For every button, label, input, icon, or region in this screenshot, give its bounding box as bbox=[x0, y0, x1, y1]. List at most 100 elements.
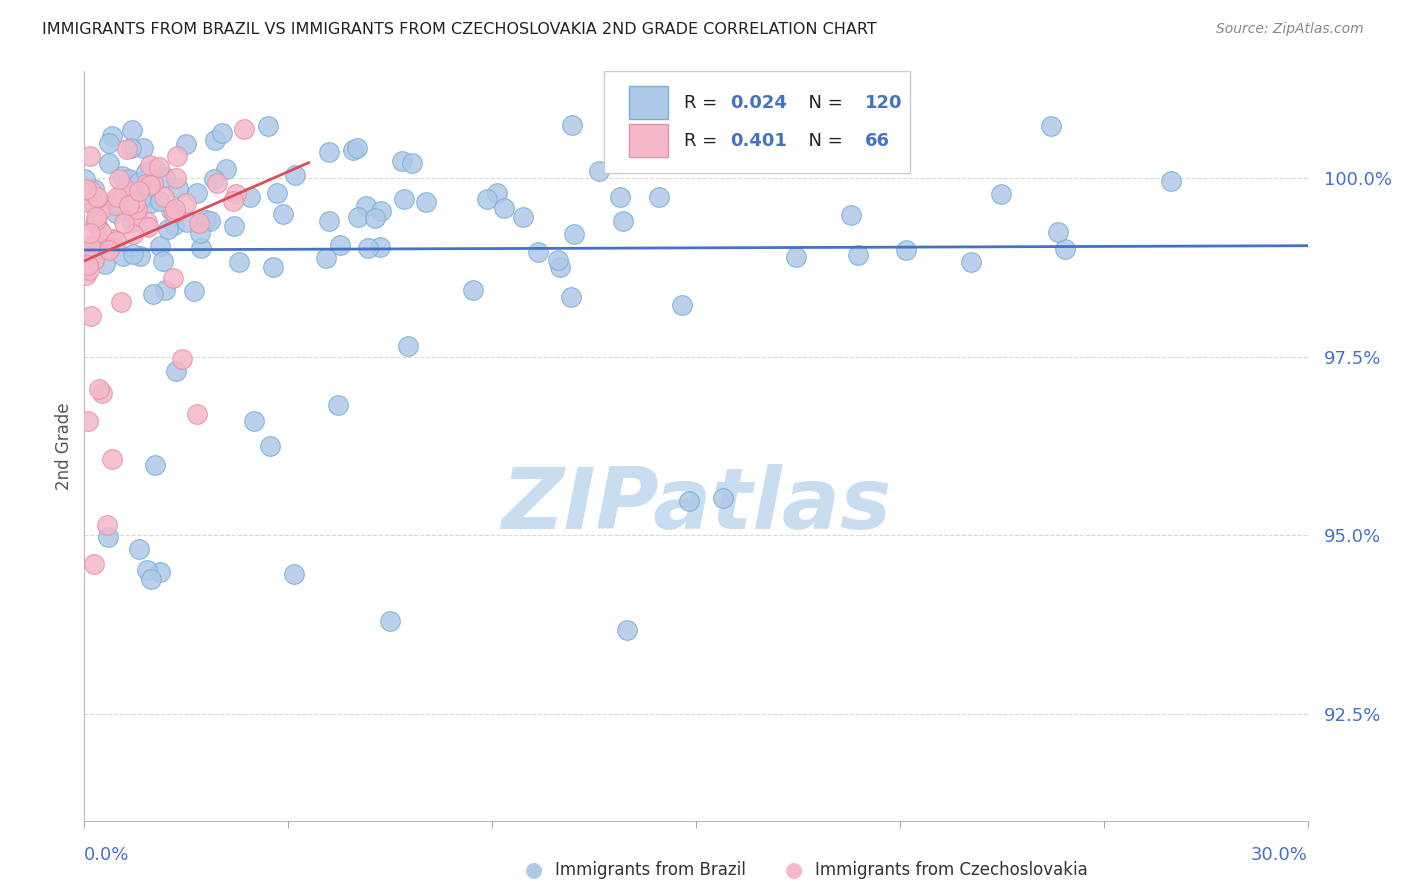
Point bbox=[136, 563, 159, 577]
Point bbox=[512, 210, 534, 224]
Point bbox=[163, 219, 186, 233]
Point bbox=[346, 140, 368, 154]
Point bbox=[115, 142, 138, 156]
Point bbox=[391, 153, 413, 168]
Point bbox=[225, 186, 247, 201]
Point bbox=[77, 262, 100, 277]
Point bbox=[415, 195, 437, 210]
Point bbox=[378, 614, 401, 628]
Point bbox=[79, 238, 101, 252]
Point bbox=[896, 244, 918, 258]
Point bbox=[494, 201, 516, 215]
Point bbox=[139, 178, 162, 193]
Point bbox=[100, 232, 122, 246]
Point bbox=[80, 195, 103, 210]
Point bbox=[242, 414, 264, 428]
Point bbox=[318, 214, 340, 228]
Point bbox=[228, 255, 250, 269]
Point bbox=[356, 241, 378, 255]
FancyBboxPatch shape bbox=[605, 71, 910, 172]
Point bbox=[87, 222, 110, 236]
Text: 0.024: 0.024 bbox=[730, 94, 787, 112]
Text: ●: ● bbox=[786, 860, 803, 880]
Point bbox=[160, 203, 183, 218]
Point bbox=[122, 247, 145, 261]
Point bbox=[124, 196, 146, 211]
Point bbox=[90, 386, 112, 401]
Point bbox=[368, 240, 391, 254]
Point bbox=[127, 202, 149, 216]
Text: Source: ZipAtlas.com: Source: ZipAtlas.com bbox=[1216, 22, 1364, 37]
Point bbox=[165, 364, 187, 378]
Point bbox=[392, 192, 415, 206]
Point bbox=[149, 194, 172, 209]
Text: 120: 120 bbox=[865, 94, 903, 112]
Point bbox=[486, 186, 509, 201]
Point bbox=[77, 258, 100, 272]
Point bbox=[233, 122, 256, 136]
Text: 0.0%: 0.0% bbox=[84, 846, 129, 863]
Point bbox=[678, 493, 700, 508]
Point bbox=[128, 184, 150, 198]
Point bbox=[142, 287, 165, 301]
Point bbox=[166, 149, 188, 163]
Point bbox=[135, 165, 157, 179]
Point bbox=[86, 210, 108, 224]
Point bbox=[215, 161, 238, 176]
Point bbox=[73, 171, 96, 186]
Point bbox=[165, 205, 187, 219]
Point bbox=[79, 227, 101, 241]
Point bbox=[98, 136, 121, 150]
Point bbox=[1047, 225, 1070, 239]
Point bbox=[202, 171, 225, 186]
Point bbox=[75, 268, 97, 282]
Point bbox=[89, 382, 111, 396]
Point bbox=[477, 192, 499, 206]
Point bbox=[104, 198, 127, 212]
Point bbox=[105, 189, 128, 203]
Point bbox=[97, 530, 120, 544]
Point bbox=[122, 227, 145, 241]
Point bbox=[77, 414, 100, 428]
Point bbox=[609, 190, 631, 204]
Point bbox=[284, 168, 307, 182]
Point bbox=[111, 187, 134, 202]
Text: R =: R = bbox=[683, 94, 723, 112]
Point bbox=[76, 246, 98, 260]
Point bbox=[139, 158, 162, 172]
Point bbox=[561, 118, 583, 132]
Point bbox=[266, 186, 288, 200]
Point bbox=[155, 283, 177, 297]
Point bbox=[329, 238, 352, 252]
Point bbox=[259, 439, 281, 453]
Point bbox=[163, 205, 186, 219]
FancyBboxPatch shape bbox=[628, 87, 668, 120]
Point bbox=[132, 141, 155, 155]
Point bbox=[271, 207, 294, 221]
Point bbox=[190, 241, 212, 255]
Point bbox=[153, 190, 176, 204]
Point bbox=[83, 252, 105, 267]
Point bbox=[347, 210, 370, 224]
Point bbox=[318, 145, 340, 159]
Point bbox=[401, 156, 423, 170]
Point bbox=[648, 190, 671, 204]
Point bbox=[239, 190, 262, 204]
Point bbox=[83, 557, 105, 571]
Point bbox=[84, 216, 107, 230]
Point bbox=[200, 214, 222, 228]
Point bbox=[839, 208, 862, 222]
Point bbox=[139, 572, 162, 586]
Point bbox=[76, 195, 98, 210]
Point bbox=[612, 214, 634, 228]
Point bbox=[84, 213, 107, 227]
Point bbox=[79, 149, 101, 163]
Point bbox=[711, 491, 734, 505]
Point bbox=[108, 198, 131, 212]
Point bbox=[80, 309, 103, 323]
Point bbox=[785, 250, 807, 264]
Point bbox=[105, 206, 128, 220]
Point bbox=[80, 185, 103, 199]
Point bbox=[128, 175, 150, 189]
Text: 0.401: 0.401 bbox=[730, 132, 787, 150]
